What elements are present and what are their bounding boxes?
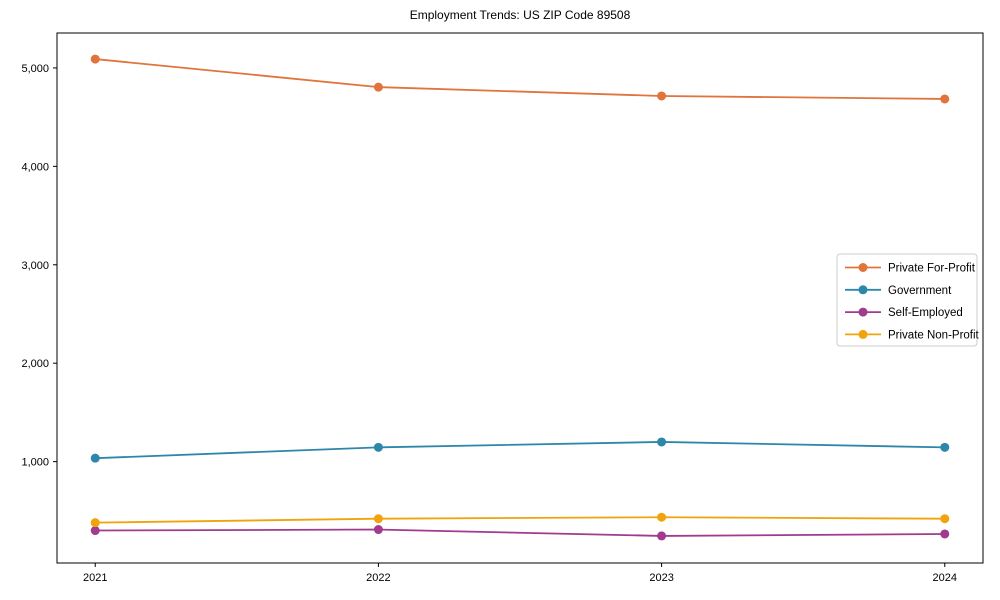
legend: Private For-Profit Government Self-Employe… xyxy=(836,253,980,347)
legend-item-label: Self-Employed xyxy=(888,307,963,319)
legend-box xyxy=(836,253,978,347)
data-point xyxy=(90,526,100,536)
y-tick-label: 5,000 xyxy=(21,63,49,75)
legend-marker-icon xyxy=(858,329,868,339)
chart-title: Employment Trends: US ZIP Code 89508 xyxy=(410,8,631,22)
x-tick-label: 2023 xyxy=(649,572,673,584)
x-tick-label: 2024 xyxy=(933,572,957,584)
x-tick-label: 2021 xyxy=(83,572,107,584)
data-point xyxy=(373,442,383,452)
data-point xyxy=(657,512,667,522)
data-point xyxy=(940,514,950,524)
series-line-government xyxy=(95,441,945,460)
y-tick-label: 4,000 xyxy=(21,161,49,173)
legend-item: Government xyxy=(845,285,952,297)
legend-item-label: Private For-Profit xyxy=(888,263,976,275)
y-tick-label: 1,000 xyxy=(21,457,49,469)
legend-item: Self-Employed xyxy=(845,307,963,319)
data-point xyxy=(940,529,950,539)
data-point xyxy=(373,514,383,524)
data-point xyxy=(90,54,100,64)
legend-marker-icon xyxy=(858,307,868,317)
data-point xyxy=(657,531,667,541)
data-point xyxy=(90,518,100,528)
series-line-private-for-profit xyxy=(95,58,945,100)
y-tick-label: 3,000 xyxy=(21,260,49,272)
data-point xyxy=(940,442,950,452)
data-point xyxy=(90,453,100,463)
legend-item: Private Non-Profit xyxy=(845,329,980,341)
data-point xyxy=(657,437,667,447)
x-tick-label: 2022 xyxy=(366,572,390,584)
series-line-private-non-profit xyxy=(95,516,945,524)
plot-area: 1,000 2,000 3,000 4,000 5,000 2021 2022 2023 202… xyxy=(21,32,984,584)
series-line-self-employed xyxy=(95,528,945,537)
data-point xyxy=(373,525,383,535)
legend-item-label: Government xyxy=(888,285,952,297)
data-point xyxy=(657,91,667,101)
legend-item: Private For-Profit xyxy=(845,263,976,275)
legend-marker-icon xyxy=(858,285,868,295)
y-tick-label: 2,000 xyxy=(21,358,49,370)
legend-marker-icon xyxy=(858,263,868,272)
legend-item-label: Private Non-Profit xyxy=(888,329,980,341)
plot-border xyxy=(56,32,984,564)
data-point xyxy=(373,82,383,92)
data-point xyxy=(940,94,950,104)
